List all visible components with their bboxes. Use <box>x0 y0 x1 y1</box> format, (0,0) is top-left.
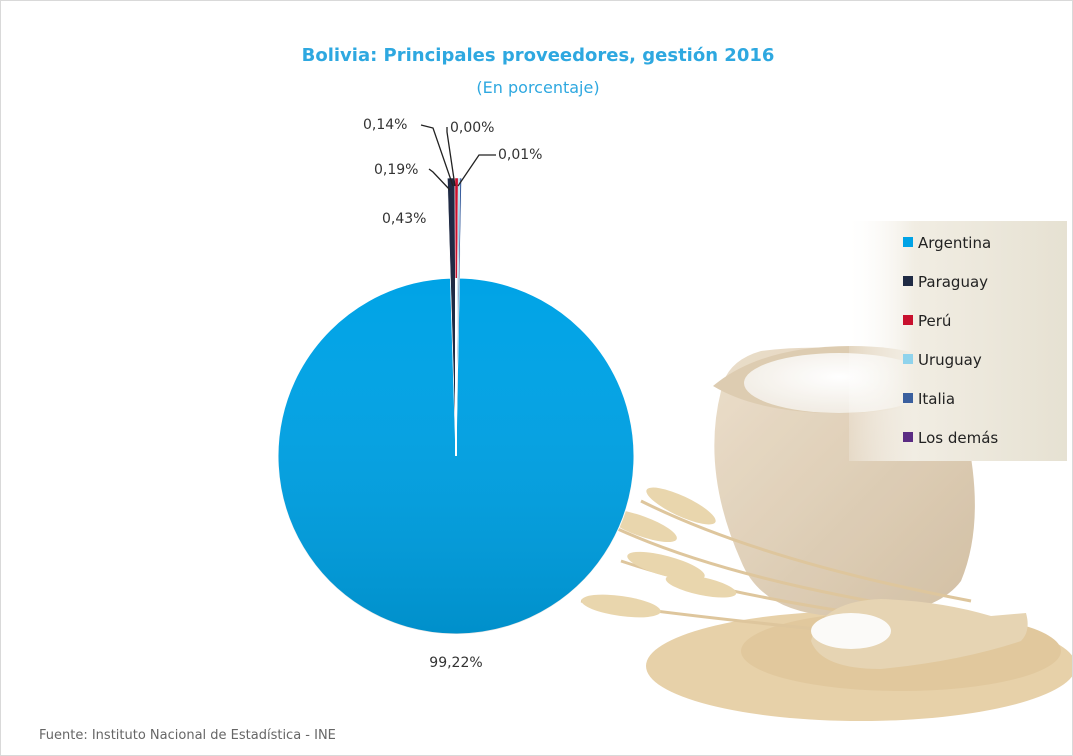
legend-swatch-argentina <box>903 237 913 247</box>
legend-swatch-paraguay <box>903 276 913 286</box>
data-label-paraguay: 0,43% <box>382 211 426 227</box>
legend-label-peru: Perú <box>918 312 951 330</box>
legend-swatch-uruguay <box>903 354 913 364</box>
leader-line-uruguay <box>420 124 454 187</box>
legend: Argentina Paraguay Perú Uruguay Italia L… <box>903 234 998 447</box>
source-note: Fuente: Instituto Nacional de Estadístic… <box>39 728 336 743</box>
pie-slice-italia <box>455 177 462 457</box>
legend-label-los-demas: Los demás <box>918 429 998 447</box>
leader-line-italia <box>457 154 496 187</box>
legend-label-uruguay: Uruguay <box>918 351 982 369</box>
data-label-argentina: 99,22% <box>429 655 482 671</box>
legend-label-argentina: Argentina <box>918 234 991 252</box>
legend-swatch-los-demas <box>903 432 913 442</box>
chart-title: Bolivia: Principales proveedores, gestió… <box>302 45 775 66</box>
data-label-uruguay: 0,14% <box>363 117 407 133</box>
pie-slices <box>277 177 635 635</box>
legend-background <box>849 221 1067 461</box>
leader-line-peru <box>428 168 451 191</box>
data-label-los-demas: 0,00% <box>450 120 494 136</box>
legend-swatch-italia <box>903 393 913 403</box>
data-label-peru: 0,19% <box>374 162 418 178</box>
pie-slice-shading <box>278 278 635 634</box>
leader-line-los-demas <box>446 127 456 187</box>
leader-lines <box>420 124 496 191</box>
legend-label-paraguay: Paraguay <box>918 273 988 291</box>
data-label-italia: 0,01% <box>498 147 542 163</box>
legend-swatch-peru <box>903 315 913 325</box>
legend-label-italia: Italia <box>918 390 955 408</box>
chart-subtitle: (En porcentaje) <box>476 78 599 97</box>
